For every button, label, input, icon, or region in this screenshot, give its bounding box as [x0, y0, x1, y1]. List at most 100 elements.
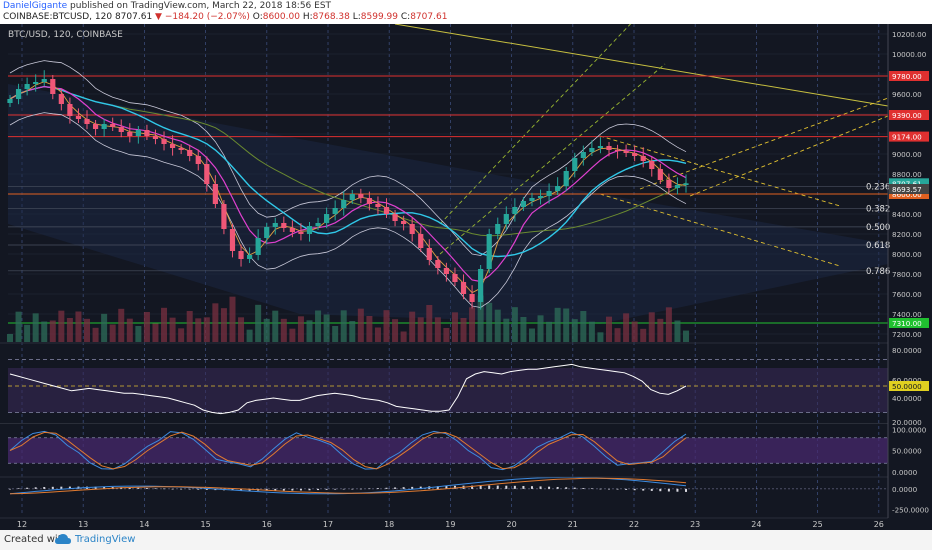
- volume-bar: [109, 324, 116, 342]
- chart-canvas[interactable]: 0.236 0.382 0.500 0.618 0.786 12 13 14 15 16 17 18…: [0, 24, 932, 530]
- oscillator-panel[interactable]: [8, 359, 888, 415]
- macd-histogram-bar: [402, 487, 405, 489]
- macd-histogram-bar: [513, 485, 516, 489]
- candle-body: [632, 153, 638, 156]
- candle-body: [50, 79, 56, 94]
- macd-histogram-bar: [505, 485, 508, 489]
- volume-bar: [417, 317, 424, 342]
- volume-bar: [563, 308, 570, 342]
- volume-bar: [238, 317, 245, 342]
- footer: Created with TradingView: [0, 530, 932, 550]
- candle-body: [272, 223, 278, 227]
- volume-bar: [426, 305, 433, 342]
- candle-body: [375, 204, 381, 207]
- volume-bar: [374, 327, 381, 342]
- macd-histogram-bar: [582, 488, 585, 489]
- macd-histogram-bar: [163, 488, 166, 490]
- oscillator-tick-label: 40.0000: [892, 394, 922, 403]
- volume-bar: [272, 310, 279, 342]
- volume-bar: [143, 312, 150, 342]
- price-tag: [889, 178, 929, 189]
- level-label: 9780.00: [892, 72, 922, 81]
- bollinger-lower: [9, 112, 687, 308]
- candle-body: [161, 139, 167, 144]
- ichimoku-cloud: [8, 84, 888, 324]
- candle-body: [349, 194, 355, 200]
- volume-bar: [280, 318, 287, 342]
- macd-histogram-bar: [616, 488, 619, 490]
- macd-histogram-bar: [154, 488, 157, 489]
- oscillator-tick-label: 20.0000: [892, 418, 922, 427]
- macd-histogram-bar: [479, 485, 482, 489]
- macd-histogram-bar: [607, 488, 610, 490]
- x-tick-label: 21: [568, 520, 578, 529]
- volume-bar: [357, 308, 364, 342]
- volume-bar: [49, 320, 56, 342]
- macd-histogram-bar: [299, 488, 302, 491]
- macd-histogram-bar: [667, 488, 670, 492]
- macd-histogram-bar: [282, 488, 285, 491]
- volume-bar: [349, 321, 356, 342]
- created-with-text: Created with: [4, 534, 68, 545]
- moving-average: [9, 85, 687, 258]
- macd-histogram-bar: [43, 487, 46, 489]
- fib-level-label: 0.500: [866, 223, 890, 233]
- macd-histogram-bar: [265, 488, 268, 491]
- candle-body: [341, 200, 347, 208]
- candle-body: [623, 151, 629, 153]
- candle-body: [512, 207, 518, 214]
- candle-body: [572, 158, 578, 171]
- volume-bar: [58, 310, 65, 342]
- macd-histogram-bar: [419, 486, 422, 489]
- macd-histogram-bar: [94, 486, 97, 489]
- x-tick-label: 12: [17, 520, 27, 529]
- candle-body: [486, 234, 492, 269]
- volume-bar: [494, 309, 501, 342]
- candle-body: [289, 228, 295, 232]
- macd-histogram-bar: [548, 486, 551, 489]
- stochastic-tick-label: 50.0000: [892, 447, 922, 456]
- candle-body: [41, 79, 47, 82]
- volume-bar: [648, 312, 655, 342]
- candle-body: [15, 89, 22, 99]
- macd-histogram-bar: [60, 486, 63, 489]
- macd-histogram-bar: [308, 488, 311, 491]
- volume-bar: [84, 318, 91, 342]
- volume-bar: [546, 321, 553, 342]
- candle-body: [152, 136, 159, 139]
- low-value: 8599.99: [360, 12, 398, 22]
- volume-bar: [152, 323, 159, 342]
- published-text: published on TradingView.com, March 22, …: [70, 1, 332, 11]
- volume-bar: [614, 328, 621, 342]
- volume-bar: [92, 327, 99, 342]
- volume-bar: [66, 318, 73, 342]
- open-value: 8600.00: [262, 12, 300, 22]
- x-tick-label: 23: [690, 520, 700, 529]
- macd-histogram-bar: [240, 488, 243, 491]
- volume-bar: [195, 318, 202, 342]
- price-panel[interactable]: 0.236 0.382 0.500 0.618 0.786: [7, 24, 890, 516]
- volume-bar: [674, 320, 681, 342]
- macd-histogram-bar: [9, 488, 11, 490]
- candle-body: [315, 223, 321, 226]
- level-label: 8600.00: [892, 190, 922, 199]
- channel-line: [439, 24, 632, 225]
- x-tick-label: 18: [384, 520, 394, 529]
- candle-body: [92, 124, 99, 129]
- volume-bar: [554, 307, 561, 342]
- volume-bar: [75, 311, 82, 342]
- chart-title: BTC/USD, 120, COINBASE: [8, 30, 123, 40]
- candle-body: [546, 191, 552, 196]
- author-link[interactable]: DanielGigante: [3, 1, 68, 11]
- stochastic-panel[interactable]: [8, 430, 888, 471]
- volume-bar: [537, 315, 544, 342]
- macd-histogram-bar: [68, 486, 71, 489]
- candle-body: [426, 248, 432, 260]
- volume-bar: [332, 326, 339, 342]
- volume-bar: [605, 316, 612, 342]
- tradingview-brand[interactable]: TradingView: [75, 534, 136, 545]
- macd-histogram-bar: [103, 486, 106, 489]
- candle-body: [503, 214, 509, 224]
- candle-body: [460, 282, 467, 294]
- macd-histogram-bar: [145, 487, 148, 489]
